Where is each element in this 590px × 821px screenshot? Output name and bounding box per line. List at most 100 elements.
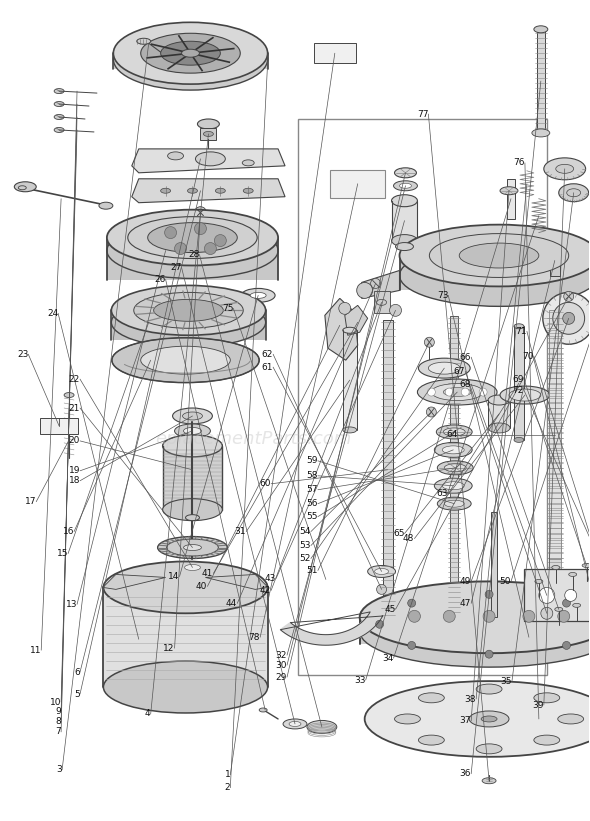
Ellipse shape	[399, 183, 411, 188]
Ellipse shape	[64, 392, 74, 397]
Ellipse shape	[176, 562, 208, 573]
Ellipse shape	[113, 28, 268, 90]
Ellipse shape	[469, 711, 509, 727]
Ellipse shape	[183, 428, 201, 434]
Ellipse shape	[360, 595, 590, 667]
Ellipse shape	[250, 292, 266, 298]
Ellipse shape	[182, 49, 199, 57]
FancyBboxPatch shape	[201, 128, 217, 140]
Ellipse shape	[307, 721, 337, 733]
Polygon shape	[107, 237, 278, 281]
Ellipse shape	[166, 539, 218, 556]
Text: 53: 53	[299, 541, 311, 550]
Text: 19: 19	[68, 466, 80, 475]
Ellipse shape	[434, 479, 472, 493]
Text: 27: 27	[170, 263, 182, 272]
Ellipse shape	[134, 292, 243, 328]
Ellipse shape	[153, 300, 224, 321]
Text: 10: 10	[50, 698, 61, 707]
FancyBboxPatch shape	[549, 316, 560, 617]
Ellipse shape	[442, 482, 464, 490]
Ellipse shape	[444, 464, 466, 472]
Ellipse shape	[54, 102, 64, 107]
Polygon shape	[111, 310, 266, 340]
Text: 23: 23	[17, 350, 28, 359]
Polygon shape	[343, 330, 357, 430]
Text: 69: 69	[513, 374, 524, 383]
Ellipse shape	[399, 225, 590, 287]
Circle shape	[445, 388, 453, 396]
Text: 75: 75	[222, 304, 233, 313]
Text: 66: 66	[460, 353, 471, 362]
FancyBboxPatch shape	[450, 316, 458, 617]
Polygon shape	[132, 179, 285, 203]
Ellipse shape	[183, 544, 201, 551]
Ellipse shape	[160, 41, 220, 65]
Circle shape	[204, 242, 217, 255]
Text: 18: 18	[68, 476, 80, 485]
Circle shape	[427, 407, 437, 417]
Ellipse shape	[112, 337, 259, 383]
Text: 52: 52	[300, 554, 311, 563]
Ellipse shape	[534, 25, 548, 33]
Ellipse shape	[137, 39, 150, 44]
FancyBboxPatch shape	[382, 320, 392, 619]
Ellipse shape	[544, 158, 586, 180]
Text: 28: 28	[188, 250, 199, 259]
Polygon shape	[205, 575, 268, 589]
FancyBboxPatch shape	[549, 310, 560, 559]
Text: 58: 58	[306, 471, 318, 480]
Text: 62: 62	[262, 350, 273, 359]
Ellipse shape	[141, 346, 230, 374]
Circle shape	[523, 610, 535, 622]
Ellipse shape	[195, 152, 225, 166]
Circle shape	[562, 641, 571, 649]
FancyBboxPatch shape	[537, 31, 545, 131]
Ellipse shape	[158, 537, 227, 558]
Text: 49: 49	[460, 577, 471, 586]
Text: 7: 7	[55, 727, 61, 736]
Text: 16: 16	[63, 527, 74, 536]
Ellipse shape	[289, 722, 301, 727]
Ellipse shape	[141, 34, 240, 73]
Ellipse shape	[437, 461, 473, 475]
Ellipse shape	[365, 681, 590, 757]
Ellipse shape	[535, 580, 543, 584]
Ellipse shape	[198, 119, 219, 129]
Ellipse shape	[375, 568, 389, 575]
Ellipse shape	[188, 188, 198, 193]
Bar	[298, 119, 547, 675]
Text: 68: 68	[460, 379, 471, 388]
FancyBboxPatch shape	[507, 179, 515, 218]
Ellipse shape	[163, 435, 222, 456]
Ellipse shape	[368, 566, 395, 577]
Circle shape	[376, 621, 384, 628]
Ellipse shape	[552, 566, 560, 570]
Polygon shape	[103, 575, 166, 589]
Ellipse shape	[500, 386, 550, 404]
Ellipse shape	[500, 186, 518, 195]
Text: 50: 50	[500, 577, 511, 586]
Text: 4: 4	[145, 709, 150, 718]
Text: 24: 24	[47, 309, 58, 318]
Text: 77: 77	[417, 109, 428, 118]
Text: 32: 32	[276, 651, 287, 659]
Ellipse shape	[54, 114, 64, 120]
FancyBboxPatch shape	[330, 170, 385, 198]
Ellipse shape	[443, 388, 471, 397]
Text: 57: 57	[306, 485, 318, 494]
Text: 39: 39	[532, 700, 544, 709]
Ellipse shape	[509, 389, 541, 401]
Circle shape	[165, 227, 176, 239]
Circle shape	[408, 610, 421, 622]
Text: 22: 22	[69, 374, 80, 383]
Text: 1: 1	[225, 770, 230, 779]
Text: 73: 73	[437, 291, 448, 300]
Ellipse shape	[431, 383, 483, 401]
Ellipse shape	[182, 412, 202, 420]
Ellipse shape	[459, 243, 539, 268]
Circle shape	[558, 610, 570, 622]
Circle shape	[539, 587, 555, 603]
Text: 36: 36	[460, 769, 471, 778]
Text: eplacementParts.com: eplacementParts.com	[155, 430, 351, 448]
